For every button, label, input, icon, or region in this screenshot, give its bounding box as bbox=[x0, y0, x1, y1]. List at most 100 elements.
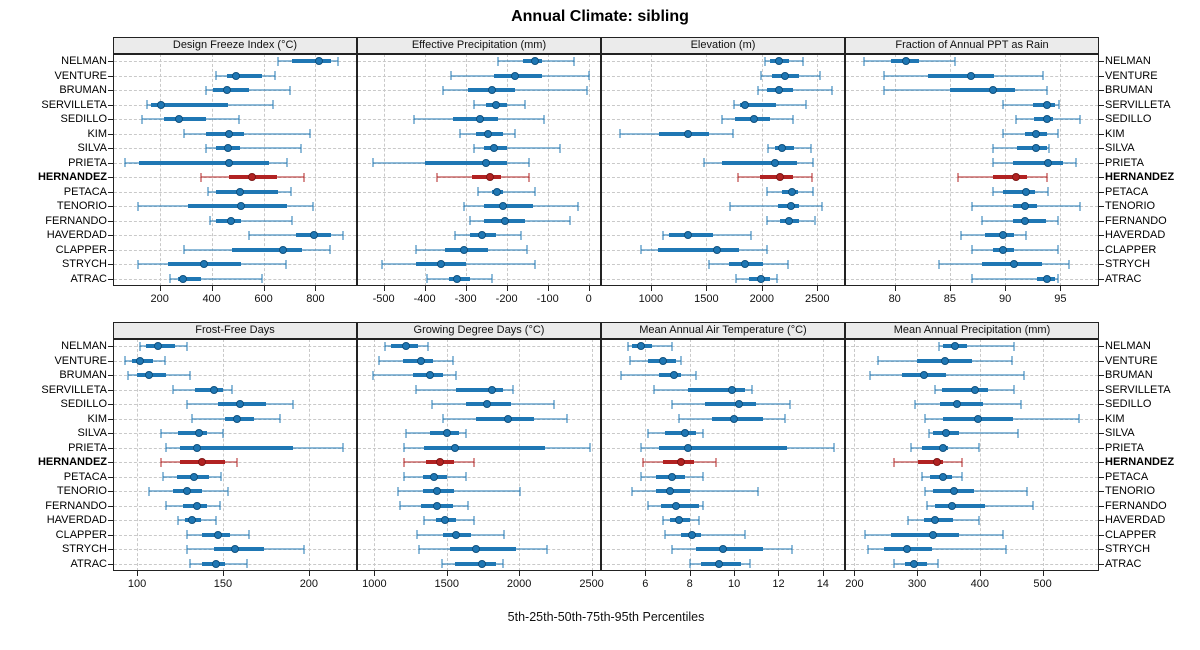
whisker-cap-5 bbox=[123, 158, 126, 168]
x-axis-tick-label: -200 bbox=[495, 293, 518, 305]
median-dot bbox=[966, 71, 975, 80]
x-axis-tick-label: -500 bbox=[372, 293, 395, 305]
y-axis-tick bbox=[108, 404, 113, 406]
whisker-cap-5 bbox=[864, 530, 867, 540]
median-dot bbox=[1021, 216, 1029, 225]
whisker-cap-95 bbox=[589, 443, 592, 453]
grid-line-vertical bbox=[519, 339, 520, 571]
site-label-left: SILVA bbox=[77, 142, 107, 155]
median-dot bbox=[487, 385, 496, 394]
x-axis-tick-label: 200 bbox=[150, 293, 169, 305]
median-dot bbox=[998, 245, 1007, 254]
whisker-cap-5 bbox=[185, 544, 188, 554]
whisker-cap-5 bbox=[664, 530, 667, 540]
median-dot bbox=[719, 545, 727, 554]
whisker-cap-5 bbox=[442, 85, 445, 95]
site-label-left: KIM bbox=[87, 412, 107, 425]
grid-line-vertical bbox=[895, 54, 896, 286]
median-dot bbox=[727, 385, 736, 394]
y-axis-tick bbox=[1099, 389, 1104, 391]
grid-line-horizontal bbox=[846, 476, 1098, 478]
y-axis-tick bbox=[108, 133, 113, 135]
grid-line-vertical bbox=[1005, 54, 1006, 286]
whisker-cap-5 bbox=[403, 443, 406, 453]
site-label-left: SEDILLO bbox=[60, 113, 107, 126]
whisker-cap-95 bbox=[744, 530, 747, 540]
whisker-cap-95 bbox=[1057, 245, 1060, 255]
x-axis-tick bbox=[645, 571, 647, 576]
whisker-cap-5 bbox=[462, 201, 465, 211]
whisker-cap-5 bbox=[140, 114, 143, 124]
whisker-cap-95 bbox=[1058, 100, 1061, 110]
whisker-cap-5 bbox=[971, 201, 973, 211]
grid-line-vertical bbox=[384, 54, 385, 286]
site-label-left: FERNANDO bbox=[45, 499, 107, 512]
percentiles-caption: 5th-25th-50th-75th-95th Percentiles bbox=[507, 610, 705, 624]
y-axis-tick bbox=[1099, 177, 1104, 179]
x-axis-tick bbox=[159, 286, 161, 291]
y-axis-tick bbox=[1099, 148, 1104, 150]
figure-title: Annual Climate: sibling bbox=[511, 8, 689, 25]
x-axis-tick-label: 8 bbox=[686, 578, 693, 590]
iqr-bar-25-75 bbox=[180, 445, 294, 450]
grid-line-horizontal bbox=[602, 346, 844, 348]
whisker-cap-95 bbox=[810, 143, 813, 153]
median-dot bbox=[933, 458, 942, 467]
whisker-cap-5 bbox=[956, 172, 959, 182]
grid-line-horizontal bbox=[602, 206, 844, 208]
median-dot bbox=[1022, 187, 1031, 196]
grid-line-horizontal bbox=[846, 119, 1098, 121]
y-axis-tick bbox=[1099, 491, 1104, 493]
whisker-cap-95 bbox=[221, 428, 224, 438]
whisker-cap-5 bbox=[736, 172, 739, 182]
x-axis-tick-label: 2000 bbox=[506, 578, 532, 590]
iqr-bar-25-75 bbox=[215, 189, 278, 194]
site-label-left: TENORIO bbox=[56, 485, 107, 498]
grid-line-horizontal bbox=[358, 476, 600, 478]
whisker-cap-95 bbox=[1079, 114, 1082, 124]
median-dot bbox=[136, 356, 145, 365]
panel-strip: Frost-Free Days bbox=[113, 322, 357, 339]
whisker-cap-5 bbox=[372, 158, 375, 168]
x-axis-tick bbox=[706, 286, 708, 291]
whisker-cap-5 bbox=[383, 341, 386, 351]
y-axis-tick bbox=[1099, 119, 1104, 121]
median-dot bbox=[687, 530, 696, 539]
grid-line-horizontal bbox=[358, 346, 600, 348]
whisker-cap-5 bbox=[423, 515, 426, 525]
whisker-cap-95 bbox=[978, 443, 981, 453]
whisker-cap-5 bbox=[468, 216, 471, 226]
median-dot bbox=[784, 216, 793, 225]
grid-line-vertical bbox=[160, 54, 161, 286]
median-dot bbox=[786, 202, 795, 211]
site-label-left: SERVILLETA bbox=[41, 98, 107, 111]
iqr-bar-25-75 bbox=[687, 387, 746, 392]
whisker-cap-95 bbox=[587, 71, 590, 81]
iqr-bar-25-75 bbox=[658, 373, 681, 378]
grid-line-horizontal bbox=[846, 61, 1098, 63]
whisker-cap-5 bbox=[766, 187, 769, 197]
whisker-cap-5 bbox=[136, 259, 139, 269]
site-label-left: CLAPPER bbox=[55, 528, 107, 541]
whisker-5-95 bbox=[925, 490, 1027, 493]
whisker-cap-95 bbox=[1019, 399, 1022, 409]
whisker-cap-95 bbox=[336, 56, 339, 66]
grid-line-horizontal bbox=[602, 360, 844, 362]
whisker-cap-95 bbox=[1031, 501, 1034, 511]
median-dot bbox=[1043, 274, 1052, 283]
y-axis-tick bbox=[108, 220, 113, 222]
grid-line-horizontal bbox=[114, 360, 356, 362]
grid-line-vertical bbox=[212, 54, 213, 286]
grid-line-vertical bbox=[706, 54, 707, 286]
y-axis-tick bbox=[108, 433, 113, 435]
whisker-cap-5 bbox=[971, 274, 973, 284]
site-label-right: SERVILLETA bbox=[1105, 383, 1171, 396]
iqr-bar-25-75 bbox=[227, 73, 263, 78]
y-axis-tick bbox=[1099, 264, 1104, 266]
whisker-cap-5 bbox=[165, 443, 168, 453]
whisker-cap-5 bbox=[497, 56, 500, 66]
median-dot bbox=[776, 173, 785, 182]
whisker-cap-95 bbox=[1025, 486, 1028, 496]
y-axis-tick bbox=[108, 206, 113, 208]
whisker-cap-5 bbox=[139, 341, 142, 351]
